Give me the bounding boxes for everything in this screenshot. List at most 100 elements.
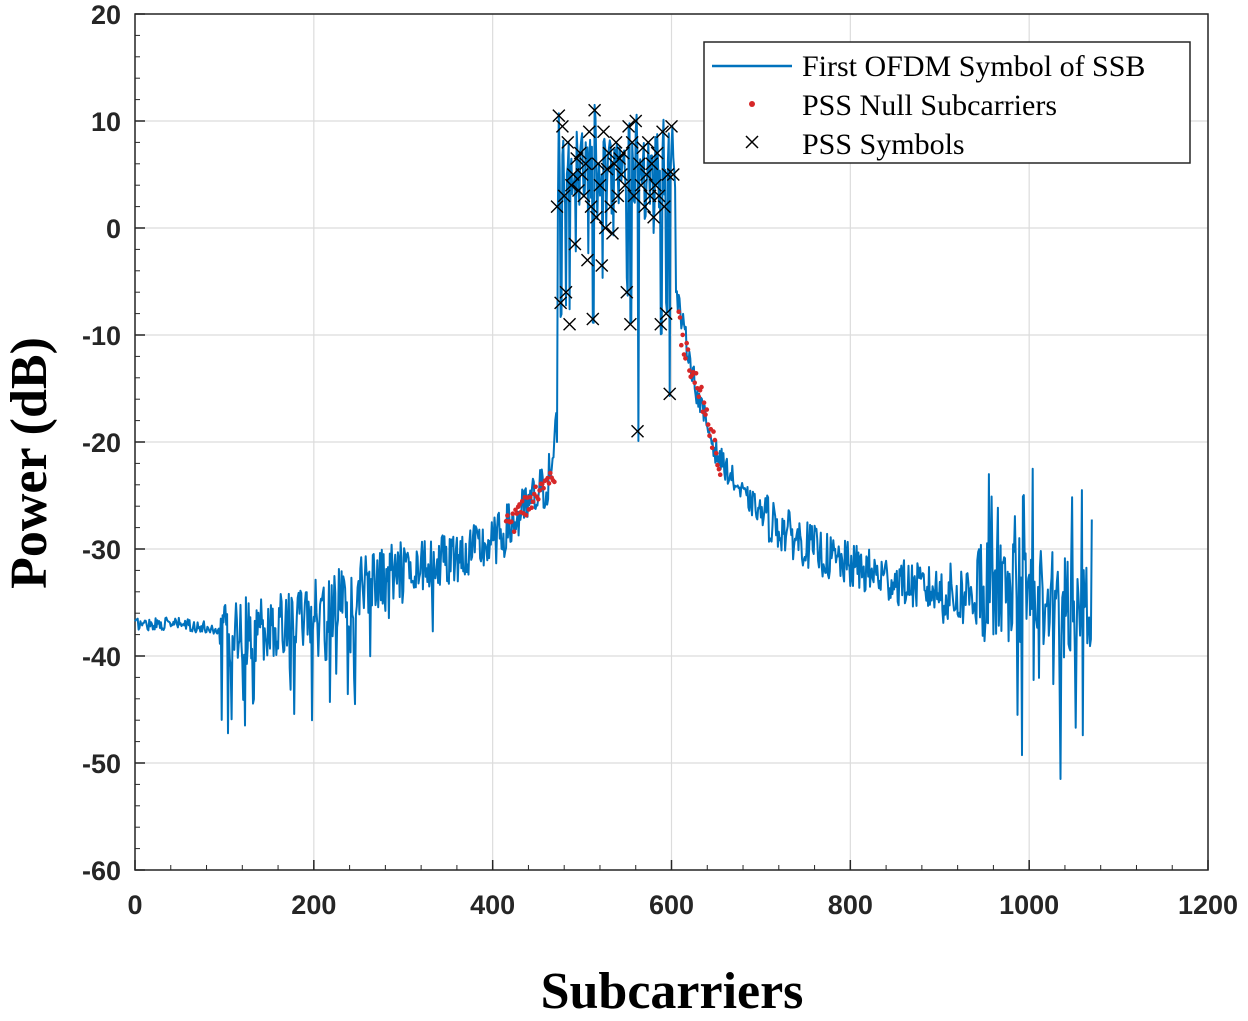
- pss-symbol-marker: [659, 307, 673, 321]
- pss-symbol-marker: [620, 285, 634, 299]
- pss-null-point: [540, 481, 545, 487]
- pss-null-point: [677, 315, 683, 320]
- pss-symbol-marker: [616, 146, 630, 160]
- pss-symbol-marker: [661, 168, 675, 181]
- pss-null-point: [684, 340, 689, 346]
- pss-null-point: [536, 497, 541, 502]
- pss-symbol-marker: [632, 157, 646, 171]
- pss-symbol-marker: [663, 387, 677, 401]
- pss-symbol-marker: [666, 168, 680, 181]
- pss-null-point: [681, 352, 687, 357]
- pss-null-point: [711, 429, 716, 434]
- pss-null-point: [683, 356, 688, 361]
- pss-symbol-marker: [629, 114, 643, 128]
- y-tick-label: 20: [91, 0, 121, 30]
- pss-null-point: [533, 484, 538, 490]
- x-tick-label: 200: [291, 890, 336, 920]
- pss-symbol-marker: [652, 189, 666, 203]
- pss-null-point: [513, 507, 518, 513]
- legend-dot-swatch: [749, 101, 755, 107]
- pss-symbol-marker: [579, 157, 593, 171]
- pss-symbol-marker: [627, 189, 641, 203]
- pss-symbol-marker: [638, 200, 652, 214]
- pss-null-point: [696, 394, 702, 400]
- x-tick-label: 0: [127, 890, 142, 920]
- pss-null-point: [511, 529, 517, 534]
- pss-symbol-marker: [564, 178, 578, 192]
- pss-null-point: [680, 332, 685, 338]
- pss-symbol-marker: [618, 178, 632, 192]
- pss-symbol-marker: [582, 125, 596, 139]
- pss-null-point: [527, 494, 533, 500]
- pss-null-point: [701, 400, 707, 406]
- pss-symbol-marker: [665, 119, 678, 133]
- legend-box: [703, 41, 1191, 164]
- pss-symbol-marker: [555, 119, 569, 133]
- pss-symbol-marker: [647, 210, 661, 224]
- pss-null-point: [715, 462, 720, 468]
- pss-symbol-marker: [588, 103, 602, 117]
- pss-symbol-marker: [577, 189, 591, 203]
- y-tick-label: -20: [82, 428, 121, 458]
- pss-null-point: [529, 505, 534, 511]
- pss-symbol-marker: [580, 253, 594, 267]
- pss-symbol-marker: [622, 119, 636, 133]
- pss-symbol-marker: [575, 168, 589, 181]
- pss-null-point: [514, 511, 520, 516]
- pss-null-point: [685, 347, 691, 352]
- x-tick-label: 1000: [999, 890, 1059, 920]
- pss-symbol-marker: [586, 312, 600, 326]
- pss-null-point: [505, 513, 510, 518]
- pss-symbol-marker: [598, 221, 612, 235]
- pss-null-point: [703, 412, 708, 417]
- pss-symbol-marker: [650, 146, 664, 160]
- legend-entry-line: First OFDM Symbol of SSB: [802, 50, 1145, 83]
- pss-symbol-marker: [631, 424, 645, 438]
- pss-symbol-marker: [623, 317, 637, 331]
- pss-null-point: [541, 485, 546, 491]
- axes: 0 200 400 600 800 1000 1200 -60 -50 -40 -30 -20 -10 0…: [82, 0, 1238, 920]
- pss-null-point: [519, 498, 525, 504]
- y-tick-label: -30: [82, 535, 121, 565]
- pss-symbol-marker: [609, 135, 623, 149]
- pss-null-point: [692, 380, 697, 386]
- pss-symbol-marker: [552, 109, 566, 123]
- pss-symbol-marker: [600, 162, 614, 176]
- pss-symbol-marker: [634, 178, 648, 192]
- pss-null-point: [713, 450, 719, 456]
- series-line-ofdm-symbol: [134, 103, 1093, 780]
- pss-symbol-marker: [593, 178, 607, 192]
- pss-symbol-marker: [648, 178, 662, 192]
- pss-symbol-marker: [654, 317, 668, 331]
- pss-null-point: [687, 368, 692, 373]
- pss-null-point: [716, 466, 722, 472]
- y-tick-label: 0: [106, 214, 121, 244]
- legend-entry-symbols: PSS Symbols: [802, 128, 965, 161]
- pss-symbol-marker: [559, 285, 573, 299]
- pss-null-point: [717, 472, 723, 478]
- pss-null-point: [707, 433, 712, 439]
- x-tick-label: 600: [649, 890, 694, 920]
- pss-symbol-marker: [563, 317, 577, 331]
- x-tick-label: 1200: [1178, 890, 1238, 920]
- pss-null-point: [523, 513, 529, 518]
- pss-symbol-marker: [550, 200, 564, 214]
- pss-symbol-marker: [604, 200, 618, 214]
- pss-null-point: [530, 499, 536, 505]
- pss-symbol-marker: [657, 200, 671, 214]
- pss-null-point: [709, 445, 715, 451]
- pss-symbol-marker: [602, 146, 616, 160]
- pss-symbol-marker: [595, 258, 609, 272]
- x-tick-label: 400: [470, 890, 515, 920]
- pss-null-point: [712, 437, 718, 443]
- pss-null-point: [548, 470, 553, 476]
- pss-null-point: [545, 475, 550, 481]
- pss-symbol-marker: [645, 157, 659, 171]
- pss-symbol-marker: [573, 146, 587, 160]
- pss-null-point: [509, 519, 514, 524]
- pss-null-point: [510, 511, 516, 516]
- pss-null-point: [517, 502, 522, 507]
- legend-entry-nulls: PSS Null Subcarriers: [802, 89, 1057, 122]
- pss-symbol-marker: [639, 168, 653, 181]
